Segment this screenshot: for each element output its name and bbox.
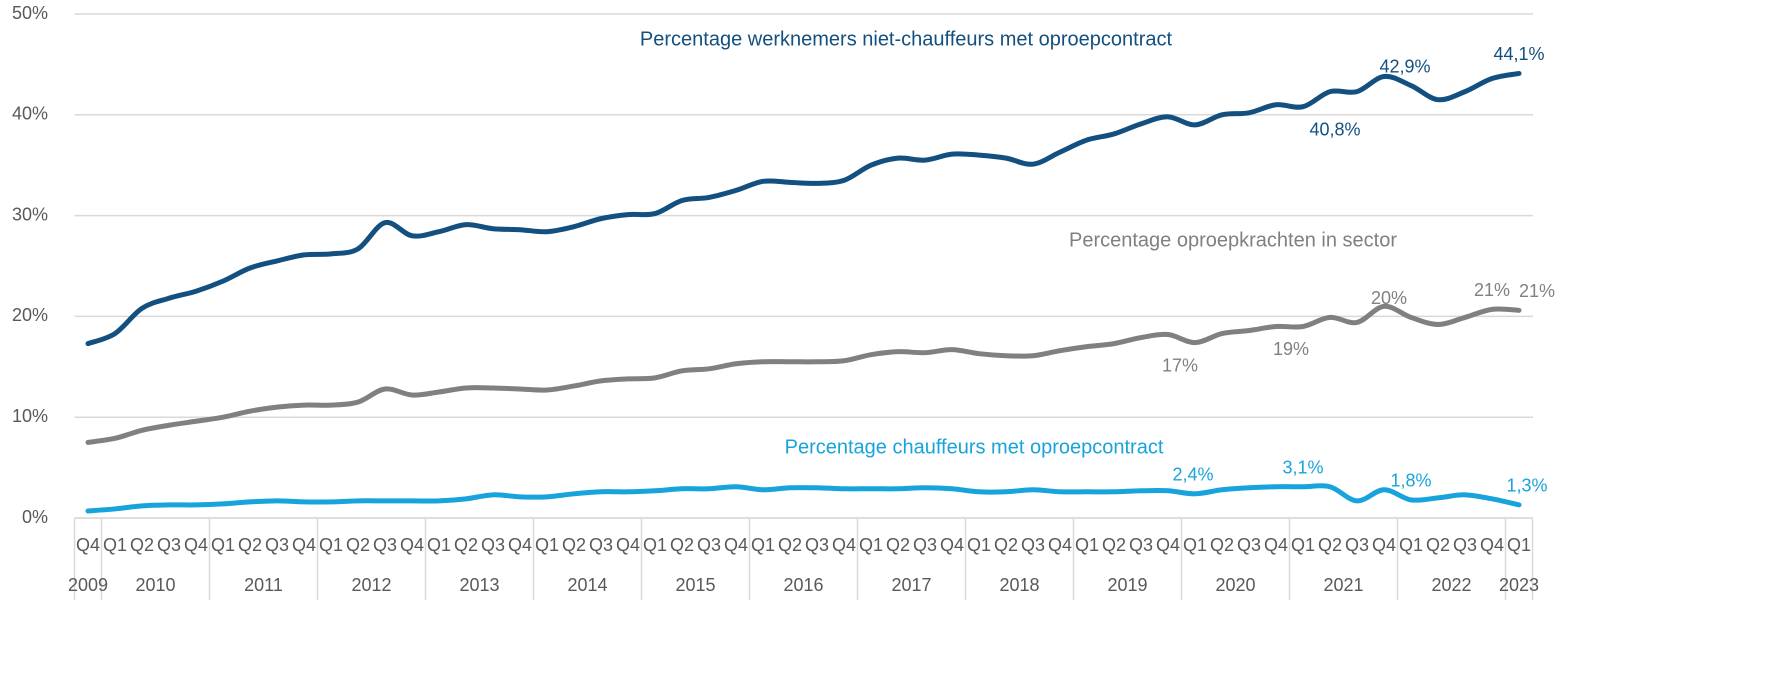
x-tick-label: Q4 [616,535,640,555]
data-label: 21% [1519,281,1555,301]
x-tick-label: Q1 [319,535,343,555]
year-label: 2019 [1107,575,1147,595]
x-tick-label: Q2 [346,535,370,555]
x-tick-label: Q1 [1291,535,1315,555]
year-label: 2010 [135,575,175,595]
x-tick-label: Q3 [1129,535,1153,555]
year-label: 2017 [891,575,931,595]
data-label: 3,1% [1282,458,1323,478]
x-tick-label: Q1 [1507,535,1531,555]
data-label: 40,8% [1309,119,1360,139]
year-label: 2016 [783,575,823,595]
x-tick-label: Q2 [454,535,478,555]
x-tick-label: Q4 [1048,535,1072,555]
x-tick-label: Q4 [292,535,316,555]
data-label: 20% [1371,288,1407,308]
x-tick-label: Q1 [1075,535,1099,555]
x-tick-label: Q3 [1021,535,1045,555]
data-label: 21% [1474,280,1510,300]
x-tick-label: Q4 [832,535,856,555]
x-tick-label: Q2 [1210,535,1234,555]
x-tick-label: Q2 [778,535,802,555]
data-label: 19% [1273,339,1309,359]
year-label: 2018 [999,575,1039,595]
x-tick-label: Q2 [562,535,586,555]
x-tick-label: Q1 [1183,535,1207,555]
x-tick-label: Q2 [1102,535,1126,555]
year-label: 2022 [1431,575,1471,595]
year-label: 2009 [68,575,108,595]
series-label: Percentage oproepkrachten in sector [1069,229,1397,251]
x-tick-label: Q4 [724,535,748,555]
x-tick-label: Q2 [1426,535,1450,555]
x-tick-label: Q4 [1480,535,1504,555]
y-tick-label: 50% [12,3,48,23]
year-label: 2020 [1215,575,1255,595]
x-tick-label: Q1 [643,535,667,555]
x-tick-label: Q2 [130,535,154,555]
x-tick-label: Q3 [1453,535,1477,555]
year-label: 2013 [459,575,499,595]
x-tick-label: Q1 [535,535,559,555]
series-label: Percentage werknemers niet-chauffeurs me… [640,28,1173,50]
x-tick-label: Q4 [1264,535,1288,555]
x-tick-label: Q2 [670,535,694,555]
x-tick-label: Q3 [373,535,397,555]
series-label: Percentage chauffeurs met oproepcontract [785,436,1164,458]
x-tick-label: Q1 [211,535,235,555]
year-label: 2023 [1499,575,1539,595]
data-label: 44,1% [1493,44,1544,64]
x-tick-label: Q2 [886,535,910,555]
x-tick-label: Q3 [589,535,613,555]
y-tick-label: 30% [12,204,48,224]
x-tick-label: Q3 [481,535,505,555]
x-tick-label: Q4 [1156,535,1180,555]
x-tick-label: Q3 [1237,535,1261,555]
x-tick-label: Q1 [751,535,775,555]
x-tick-label: Q4 [1372,535,1396,555]
series-line [85,303,1522,445]
x-tick-label: Q1 [427,535,451,555]
x-tick-label: Q3 [913,535,937,555]
x-tick-label: Q1 [859,535,883,555]
x-tick-label: Q4 [400,535,424,555]
x-tick-label: Q1 [103,535,127,555]
year-label: 2014 [567,575,607,595]
year-label: 2011 [244,575,283,595]
x-tick-label: Q3 [697,535,721,555]
data-label: 2,4% [1172,465,1213,485]
series-line [85,483,1522,514]
data-label: 1,8% [1390,471,1431,491]
x-tick-label: Q2 [1318,535,1342,555]
x-tick-label: Q3 [805,535,829,555]
x-tick-label: Q4 [76,535,100,555]
x-tick-label: Q1 [1399,535,1423,555]
y-tick-label: 10% [12,406,48,426]
data-label: 17% [1162,355,1198,375]
data-label: 42,9% [1379,56,1430,76]
data-label: 1,3% [1506,476,1547,496]
year-label: 2015 [675,575,715,595]
x-tick-label: Q2 [994,535,1018,555]
x-tick-label: Q4 [940,535,964,555]
year-label: 2012 [351,575,391,595]
y-tick-label: 40% [12,104,48,124]
x-tick-label: Q2 [238,535,262,555]
y-tick-label: 0% [22,507,48,527]
x-tick-label: Q4 [184,535,208,555]
x-tick-label: Q3 [265,535,289,555]
x-tick-label: Q4 [508,535,532,555]
y-tick-label: 20% [12,305,48,325]
x-tick-label: Q3 [157,535,181,555]
x-tick-label: Q3 [1345,535,1369,555]
series-line [85,70,1522,347]
year-label: 2021 [1323,575,1363,595]
x-tick-label: Q1 [967,535,991,555]
